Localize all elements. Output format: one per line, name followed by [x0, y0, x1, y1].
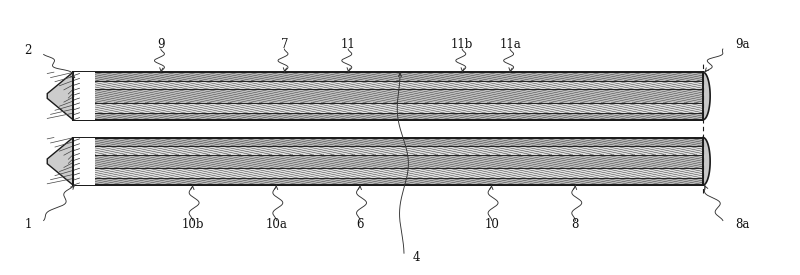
Bar [73, 155, 703, 168]
Bar [73, 113, 703, 120]
Bar [30, 138, 94, 185]
Text: 8a: 8a [735, 218, 750, 231]
Bar [73, 178, 703, 185]
Bar [73, 103, 703, 113]
Text: 10b: 10b [182, 218, 204, 231]
Polygon shape [47, 72, 73, 120]
Bar [73, 146, 703, 155]
Bar [73, 138, 703, 146]
Bar [73, 81, 703, 89]
Polygon shape [47, 138, 73, 185]
Text: 10a: 10a [266, 218, 287, 231]
Text: 10: 10 [484, 218, 499, 231]
Text: 4: 4 [412, 251, 420, 264]
Bar [73, 89, 703, 103]
Text: 1: 1 [24, 218, 32, 231]
Bar [73, 72, 703, 81]
Text: 11a: 11a [499, 39, 521, 51]
Polygon shape [703, 72, 710, 120]
Text: 8: 8 [572, 218, 579, 231]
Text: 9a: 9a [735, 39, 750, 51]
Text: 11: 11 [341, 39, 355, 51]
Text: 7: 7 [281, 39, 288, 51]
Bar [73, 168, 703, 178]
Text: 11b: 11b [451, 39, 474, 51]
Text: 2: 2 [24, 44, 32, 57]
Bar [30, 72, 94, 120]
Text: 6: 6 [356, 218, 364, 231]
Text: 9: 9 [157, 39, 165, 51]
Polygon shape [703, 138, 710, 185]
